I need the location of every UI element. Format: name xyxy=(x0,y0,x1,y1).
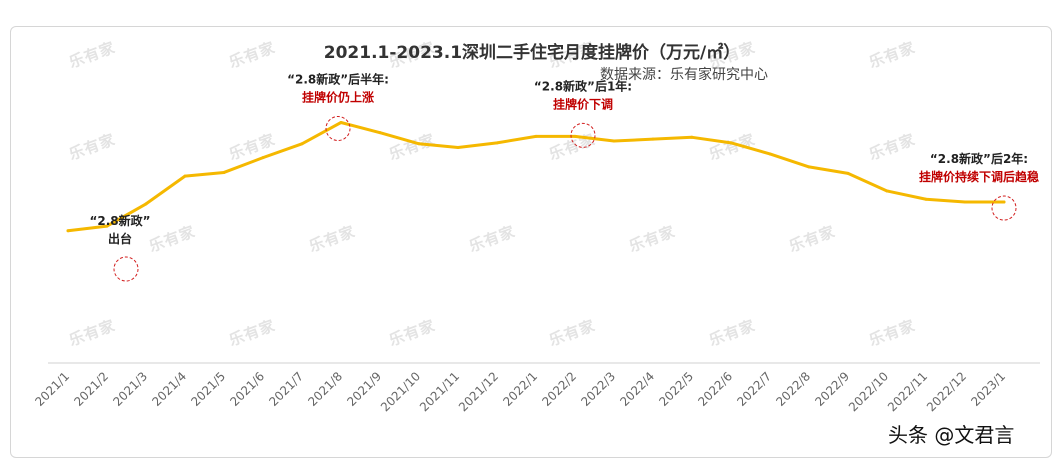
annotation-title: “2.8新政”后1年: xyxy=(534,78,632,93)
data-point xyxy=(378,131,382,135)
data-point xyxy=(924,197,928,201)
annotation-note: 出台 xyxy=(108,231,132,246)
x-tick-label: 2021/2 xyxy=(71,369,111,409)
x-tick-label: 2022/2 xyxy=(539,369,579,409)
data-point xyxy=(690,135,694,139)
x-tick-label: 2021/3 xyxy=(110,369,150,409)
data-point xyxy=(144,202,148,206)
corner-logo: 头条 @文君言 xyxy=(888,423,1015,447)
data-point xyxy=(1002,200,1006,204)
x-tick-label: 2022/12 xyxy=(924,369,969,414)
x-tick-label: 2022/5 xyxy=(656,369,696,409)
annotation-circle xyxy=(570,122,596,148)
x-tick-label: 2021/5 xyxy=(188,369,228,409)
x-tick-label: 2022/7 xyxy=(734,369,774,409)
data-point xyxy=(222,170,226,174)
data-point xyxy=(534,134,538,138)
data-point xyxy=(573,134,577,138)
chart-frame xyxy=(10,26,1052,458)
data-point xyxy=(807,165,811,169)
x-tick-label: 2022/1 xyxy=(500,369,540,409)
annotation-title: “2.8新政”后2年: xyxy=(930,151,1028,166)
data-point xyxy=(66,229,70,233)
data-point xyxy=(183,174,187,178)
data-point xyxy=(261,156,265,160)
data-point xyxy=(768,152,772,156)
x-tick-label: 2022/4 xyxy=(617,369,657,409)
x-tick-label: 2022/11 xyxy=(885,369,930,414)
annotation-circle xyxy=(113,256,139,282)
annotation-note: 挂牌价下调 xyxy=(553,96,613,111)
data-point xyxy=(339,121,343,124)
data-point xyxy=(651,137,655,141)
x-tick-label: 2023/1 xyxy=(968,369,1008,409)
x-tick-label: 2021/10 xyxy=(378,369,423,414)
x-tick-label: 2021/8 xyxy=(305,369,345,409)
annotation-title: “2.8新政”后半年: xyxy=(287,72,389,87)
x-tick-label: 2022/10 xyxy=(846,369,891,414)
data-point xyxy=(495,141,499,145)
annotation-note: 挂牌价仍上涨 xyxy=(302,90,374,105)
data-point xyxy=(729,141,733,145)
data-point xyxy=(612,139,616,143)
data-point xyxy=(417,142,421,146)
data-point xyxy=(300,142,304,146)
chart-source: 数据来源：乐有家研究中心 xyxy=(600,67,768,83)
annotation-circle xyxy=(325,116,351,141)
annotation-title: “2.8新政” xyxy=(89,213,150,228)
x-tick-label: 2022/8 xyxy=(773,369,813,409)
x-tick-label: 2021/12 xyxy=(456,369,501,414)
x-tick-label: 2021/6 xyxy=(227,369,267,409)
annotation-circle xyxy=(991,195,1017,221)
data-point xyxy=(963,200,967,204)
x-tick-label: 2021/7 xyxy=(266,369,306,409)
chart-title: 2021.1-2023.1深圳二手住宅月度挂牌价（万元/㎡） xyxy=(323,43,741,63)
data-point xyxy=(885,189,889,193)
x-tick-label: 2022/3 xyxy=(578,369,618,409)
x-tick-label: 2021/11 xyxy=(417,369,462,414)
x-tick-label: 2021/1 xyxy=(32,369,72,409)
data-point xyxy=(846,171,850,175)
data-point xyxy=(456,145,460,149)
x-tick-label: 2021/4 xyxy=(149,369,189,409)
x-tick-label: 2022/6 xyxy=(695,369,735,409)
series-line xyxy=(66,121,1006,233)
annotation-note: 挂牌价持续下调后趋稳 xyxy=(919,169,1039,184)
data-point xyxy=(105,224,109,228)
